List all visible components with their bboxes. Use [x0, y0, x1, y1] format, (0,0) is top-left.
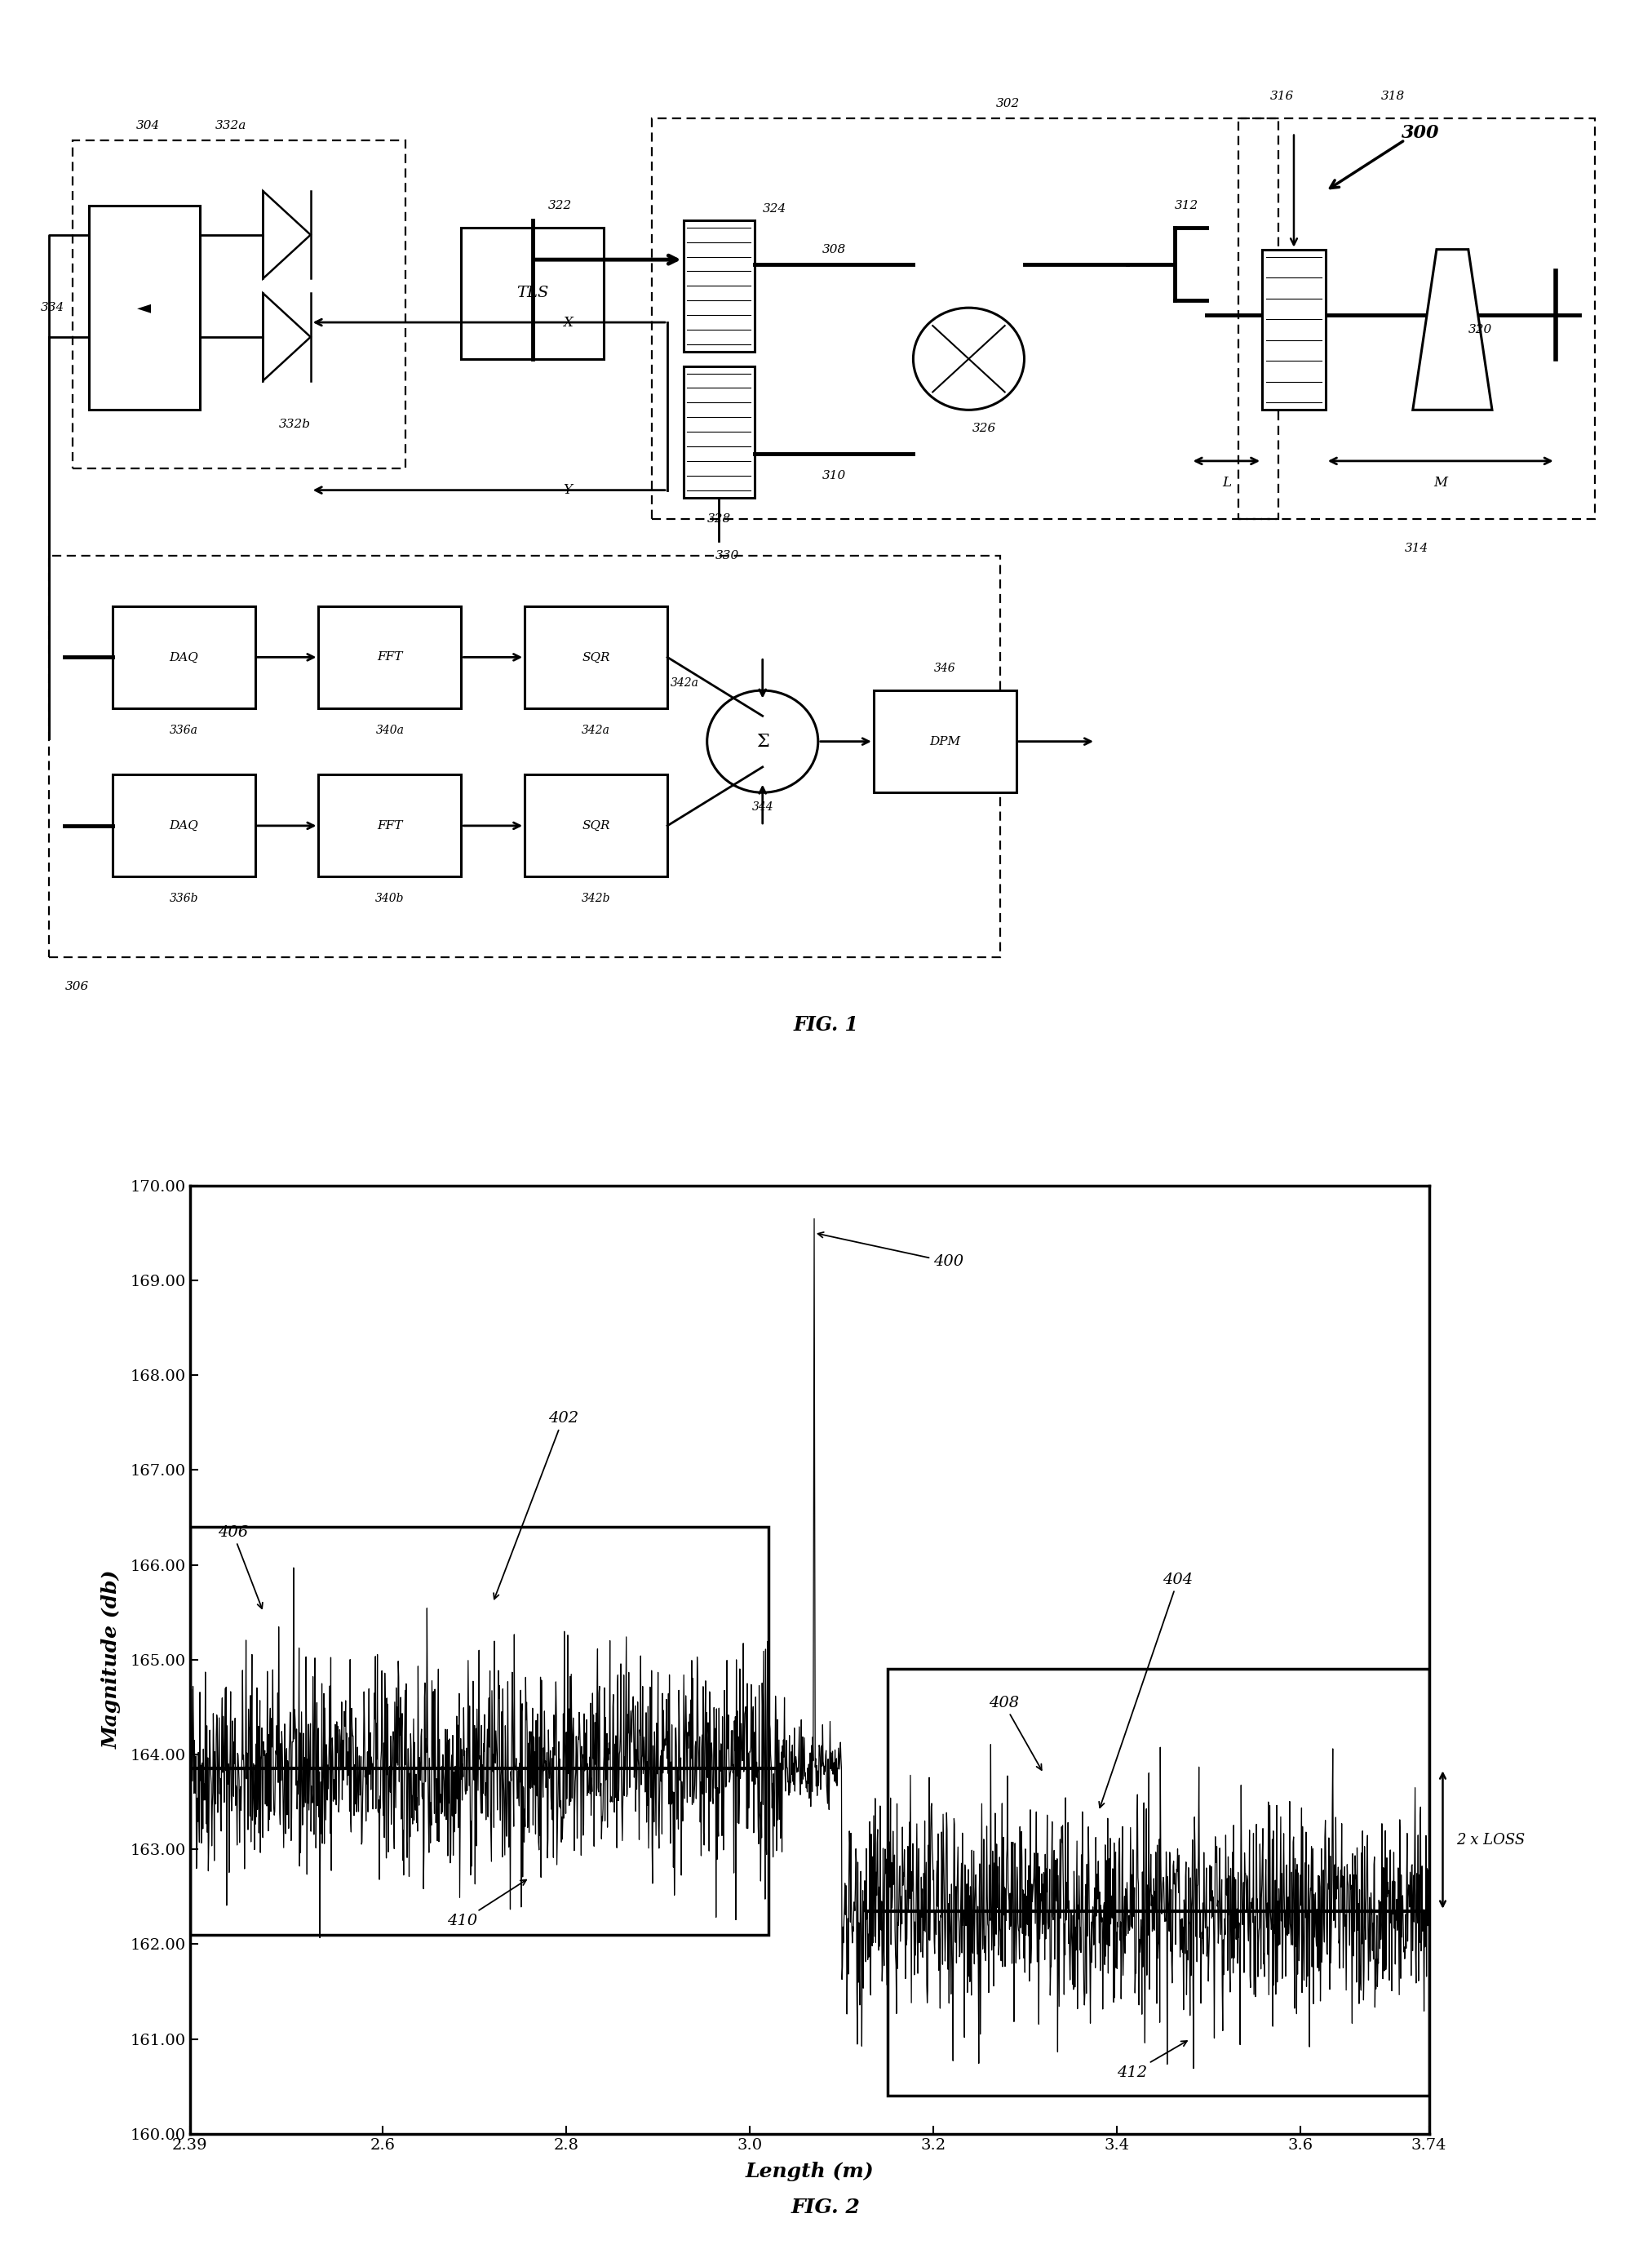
Text: 300: 300 — [1403, 124, 1439, 142]
Text: 336a: 336a — [170, 725, 198, 736]
Text: 330: 330 — [715, 551, 738, 562]
Polygon shape — [263, 192, 311, 278]
Bar — [73, 140, 406, 467]
Text: 342b: 342b — [582, 892, 611, 905]
Text: 334: 334 — [41, 303, 64, 314]
Bar — [1239, 117, 1596, 519]
Text: 312: 312 — [1175, 201, 1199, 212]
Text: 342a: 342a — [671, 677, 699, 689]
Text: FFT: FFT — [377, 820, 403, 831]
Text: 408: 408 — [988, 1696, 1041, 1770]
Bar — [525, 774, 667, 876]
Text: FFT: FFT — [377, 653, 403, 664]
Text: 302: 302 — [996, 97, 1019, 108]
Bar — [651, 117, 1279, 519]
Text: Σ: Σ — [757, 732, 768, 750]
Text: Y: Y — [563, 483, 572, 497]
Text: 332a: 332a — [215, 120, 246, 131]
Bar — [461, 228, 605, 359]
Bar — [887, 1669, 1429, 2095]
Text: 344: 344 — [752, 802, 773, 813]
Text: 402: 402 — [494, 1411, 578, 1599]
Text: 316: 316 — [1270, 90, 1294, 102]
Text: 336b: 336b — [169, 892, 198, 905]
Text: 304: 304 — [135, 120, 160, 131]
Polygon shape — [263, 294, 311, 382]
Text: FIG. 1: FIG. 1 — [793, 1016, 859, 1034]
Bar — [112, 605, 254, 709]
Text: X: X — [563, 316, 572, 330]
Text: 322: 322 — [548, 201, 572, 212]
Text: 410: 410 — [448, 1881, 527, 1928]
Bar — [319, 774, 461, 876]
Text: DAQ: DAQ — [169, 653, 198, 664]
Bar — [684, 221, 755, 352]
Text: TLS: TLS — [517, 287, 548, 300]
Bar — [112, 774, 254, 876]
Text: 318: 318 — [1381, 90, 1404, 102]
Text: 324: 324 — [763, 203, 786, 215]
Polygon shape — [1412, 248, 1492, 411]
Text: 400: 400 — [818, 1233, 963, 1269]
Text: 326: 326 — [973, 422, 996, 434]
Text: DPM: DPM — [930, 736, 960, 747]
Text: ◄: ◄ — [137, 298, 150, 316]
Y-axis label: Magnitude (db): Magnitude (db) — [102, 1569, 121, 1750]
Text: 346: 346 — [933, 664, 957, 675]
X-axis label: Length (m): Length (m) — [745, 2161, 874, 2181]
Text: SQR: SQR — [582, 653, 610, 664]
Text: 342a: 342a — [582, 725, 610, 736]
Bar — [50, 555, 1001, 957]
Text: 412: 412 — [1117, 2041, 1188, 2080]
Text: FIG. 2: FIG. 2 — [791, 2197, 861, 2217]
Bar — [89, 205, 200, 411]
Text: L: L — [1222, 476, 1231, 490]
Bar — [874, 691, 1016, 793]
Text: 306: 306 — [64, 980, 89, 991]
Bar — [319, 605, 461, 709]
Bar — [684, 366, 755, 497]
Text: 314: 314 — [1404, 542, 1429, 553]
Text: 332b: 332b — [279, 418, 311, 431]
Text: 328: 328 — [707, 513, 730, 526]
Text: 404: 404 — [1099, 1572, 1193, 1809]
Bar — [1262, 248, 1325, 411]
Text: M: M — [1434, 476, 1447, 490]
Text: 308: 308 — [823, 244, 846, 255]
Text: 340b: 340b — [375, 892, 405, 905]
Text: SQR: SQR — [582, 820, 610, 831]
Bar — [190, 1526, 768, 1935]
Text: 406: 406 — [218, 1524, 263, 1608]
Text: 340a: 340a — [375, 725, 405, 736]
Text: 310: 310 — [823, 470, 846, 481]
Text: DAQ: DAQ — [169, 820, 198, 831]
Bar — [525, 605, 667, 709]
Text: 2 x LOSS: 2 x LOSS — [1457, 1833, 1525, 1847]
Text: 320: 320 — [1469, 323, 1492, 336]
